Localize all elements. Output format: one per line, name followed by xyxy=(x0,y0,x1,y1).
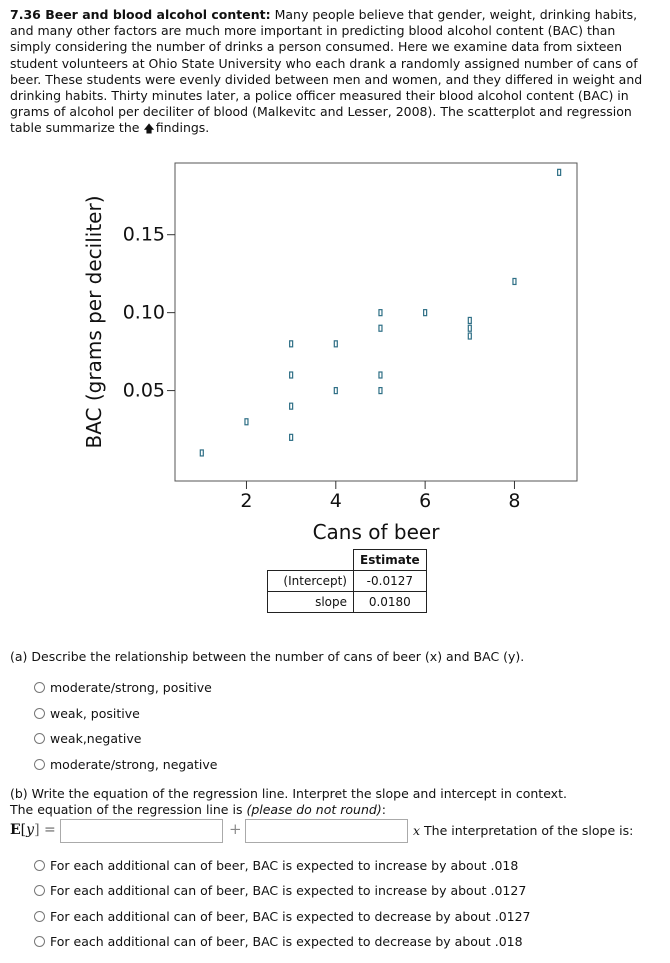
part-b-option-1[interactable]: For each additional can of beer, BAC is … xyxy=(34,858,518,873)
intercept-input[interactable] xyxy=(60,819,223,843)
equation-prompt-tail: : xyxy=(381,802,386,817)
data-point xyxy=(199,449,204,457)
data-point xyxy=(333,340,338,348)
radio-button[interactable] xyxy=(34,936,45,947)
data-point xyxy=(512,277,517,286)
option-label: For each additional can of beer, BAC is … xyxy=(50,934,523,949)
y-tick-label: 0.15 xyxy=(123,224,165,246)
lhs-close: ] = xyxy=(34,822,56,838)
equation-lhs: E[y] = xyxy=(10,822,56,838)
radio-button[interactable] xyxy=(34,860,45,871)
intercept-label: (Intercept) xyxy=(267,570,354,592)
data-point xyxy=(378,371,383,379)
option-label: For each additional can of beer, BAC is … xyxy=(50,858,519,873)
option-label: moderate/strong, negative xyxy=(50,757,218,772)
x-axis: 2 4 6 8 xyxy=(240,481,521,512)
y-tick-label: 0.10 xyxy=(123,302,165,324)
part-b-option-3[interactable]: For each additional can of beer, BAC is … xyxy=(34,909,531,924)
equation-prompt-lead: The equation of the regression line is xyxy=(10,802,247,817)
problem-trailing: findings. xyxy=(155,120,210,136)
data-point xyxy=(378,386,383,395)
intercept-estimate: -0.0127 xyxy=(353,570,427,592)
radio-button[interactable] xyxy=(34,708,45,719)
plot-frame xyxy=(174,162,578,482)
part-b-option-2[interactable]: For each additional can of beer, BAC is … xyxy=(34,883,526,898)
x-tick-label: 4 xyxy=(330,490,342,512)
regression-table: Estimate (Intercept) -0.0127 slope 0.018… xyxy=(267,549,427,613)
plus-sign: + xyxy=(229,820,242,838)
problem-title: 7.36 Beer and blood alcohol content: xyxy=(10,7,271,22)
regression-header-blank xyxy=(267,549,354,571)
data-point xyxy=(557,168,562,176)
x-tick-label: 6 xyxy=(419,490,431,512)
slope-estimate: 0.0180 xyxy=(353,591,427,613)
table-row: slope 0.0180 xyxy=(267,591,427,613)
data-point xyxy=(467,332,472,340)
data-point xyxy=(423,309,428,317)
scatterplot: 0.05 0.10 0.15 2 4 6 8 Cans of beer BAC (gram… xyxy=(82,162,578,544)
x-tick-label: 8 xyxy=(508,490,520,512)
option-label: For each additional can of beer, BAC is … xyxy=(50,909,531,924)
x-axis-label: Cans of beer xyxy=(313,520,441,544)
radio-button[interactable] xyxy=(34,759,45,770)
slope-prompt-text: The interpretation of the slope is: xyxy=(424,823,634,838)
data-point xyxy=(289,340,294,348)
data-point xyxy=(289,371,294,379)
lhs-y: y xyxy=(26,822,35,838)
problem-text: 7.36 Beer and blood alcohol content: Man… xyxy=(10,7,658,138)
y-axis-label: BAC (grams per deciliter) xyxy=(82,195,106,448)
expectation-symbol: E xyxy=(10,822,21,838)
regression-header-row: Estimate xyxy=(267,549,427,571)
radio-button[interactable] xyxy=(34,733,45,744)
data-point xyxy=(378,309,383,317)
part-a-option-2[interactable]: weak, positive xyxy=(34,706,140,721)
option-label: For each additional can of beer, BAC is … xyxy=(50,883,527,898)
up-arrow-icon: 🡅 xyxy=(143,122,155,136)
y-tick-label: 0.05 xyxy=(123,380,165,402)
part-a-option-4[interactable]: moderate/strong, negative xyxy=(34,757,217,772)
slope-interpretation-prompt: x The interpretation of the slope is: xyxy=(413,823,633,838)
radio-button[interactable] xyxy=(34,911,45,922)
data-point xyxy=(467,324,472,332)
part-a-option-1[interactable]: moderate/strong, positive xyxy=(34,680,212,695)
option-label: moderate/strong, positive xyxy=(50,680,212,695)
regression-header-estimate: Estimate xyxy=(353,549,427,571)
radio-button[interactable] xyxy=(34,682,45,693)
radio-button[interactable] xyxy=(34,885,45,896)
data-point xyxy=(333,386,338,395)
x-variable: x xyxy=(413,823,421,838)
part-a-question: (a) Describe the relationship between th… xyxy=(10,649,525,664)
part-a-option-3[interactable]: weak,negative xyxy=(34,731,141,746)
lhs-open: [ xyxy=(20,822,27,838)
data-points xyxy=(199,168,562,457)
problem-body: Many people believe that gender, weight,… xyxy=(10,7,643,136)
data-point xyxy=(289,433,294,441)
part-b-question: (b) Write the equation of the regression… xyxy=(10,786,567,801)
data-point xyxy=(244,418,249,426)
slope-label: slope xyxy=(267,591,354,613)
data-point xyxy=(467,316,472,325)
x-tick-label: 2 xyxy=(240,490,252,512)
data-point xyxy=(289,402,294,410)
y-axis: 0.05 0.10 0.15 xyxy=(123,224,175,402)
equation-prompt: The equation of the regression line is (… xyxy=(10,802,386,817)
part-b-option-4[interactable]: For each additional can of beer, BAC is … xyxy=(34,934,523,949)
slope-input[interactable] xyxy=(245,819,408,843)
data-point xyxy=(378,324,383,332)
option-label: weak, positive xyxy=(50,706,140,721)
equation-prompt-note: (please do not round) xyxy=(246,802,382,817)
option-label: weak,negative xyxy=(50,731,142,746)
table-row: (Intercept) -0.0127 xyxy=(267,570,427,592)
